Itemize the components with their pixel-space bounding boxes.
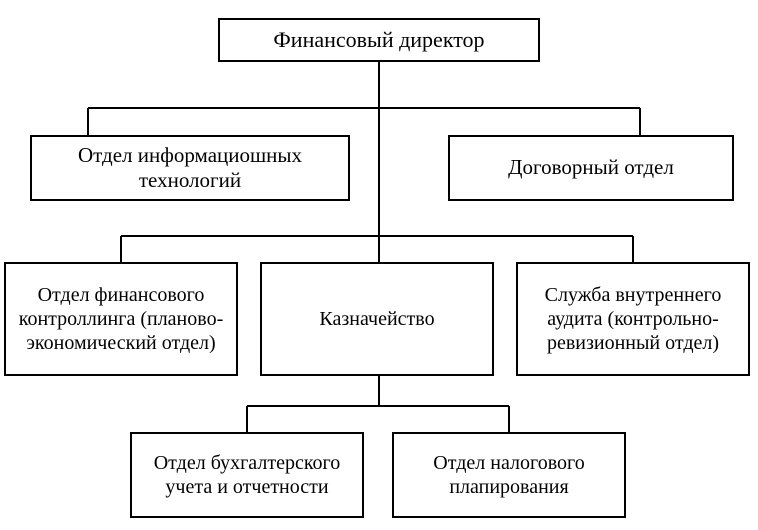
- node-tax: Отдел налогового плапирования: [392, 432, 626, 518]
- node-it-label: Отдел информациошных технологий: [38, 143, 342, 193]
- node-contract-label: Договорный отдел: [508, 155, 674, 180]
- node-tax-label: Отдел налогового плапирования: [400, 451, 618, 499]
- node-it: Отдел информациошных технологий: [30, 135, 350, 201]
- node-root-label: Финансовый директор: [273, 27, 484, 53]
- node-treasury: Казначейство: [260, 262, 494, 376]
- node-acct: Отдел бухгалтерского учета и отчетности: [130, 432, 364, 518]
- node-audit: Служба внутреннего аудита (контрольно-ре…: [516, 262, 750, 376]
- node-audit-label: Служба внутреннего аудита (контрольно-ре…: [524, 283, 742, 355]
- node-acct-label: Отдел бухгалтерского учета и отчетности: [138, 451, 356, 499]
- node-ctrl-label: Отдел финансового контроллинга (планово-…: [12, 283, 230, 355]
- node-ctrl: Отдел финансового контроллинга (планово-…: [4, 262, 238, 376]
- node-treasury-label: Казначейство: [319, 307, 434, 331]
- node-root: Финансовый директор: [218, 18, 540, 62]
- node-contract: Договорный отдел: [448, 135, 734, 201]
- org-chart: Финансовый директор Отдел информациошных…: [0, 0, 758, 530]
